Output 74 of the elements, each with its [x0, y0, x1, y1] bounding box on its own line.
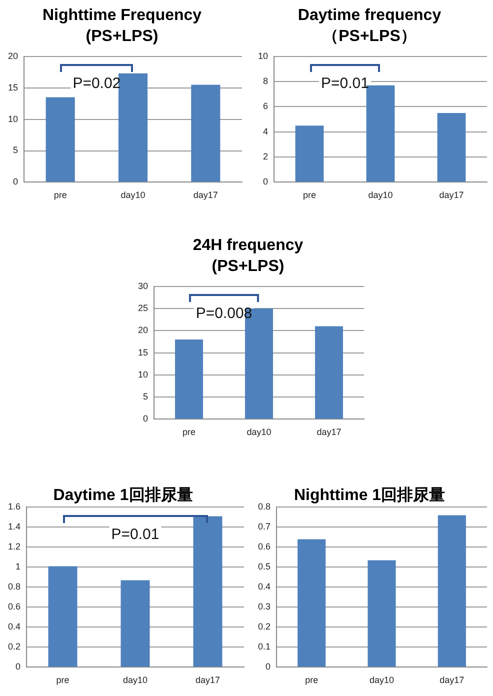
y-tick-label: 0.8 [8, 582, 21, 592]
y-tick-label: 30 [138, 280, 148, 291]
y-tick-label: 0.7 [258, 522, 271, 532]
y-tick-label: 0.6 [8, 602, 21, 612]
y-tick-label: 15 [138, 347, 148, 358]
y-tick-label: 1.2 [8, 542, 21, 552]
y-tick-label: 0.2 [8, 642, 21, 652]
chart-subtitle: (PS+LPS) [86, 28, 158, 46]
y-tick-label: 15 [8, 82, 18, 92]
annotation: P=0.01 [111, 526, 160, 543]
x-tick-label: day10 [120, 190, 146, 200]
x-tick-label: day17 [193, 190, 218, 200]
y-tick-label: 2 [262, 152, 268, 162]
y-tick-label: 10 [8, 114, 18, 124]
y-tick-label: 1 [15, 562, 21, 572]
bar [46, 97, 75, 182]
chart-title: 24H frequency [192, 237, 304, 254]
y-tick-label: 0.1 [258, 642, 271, 652]
bar [193, 516, 222, 667]
y-tick-label: 20 [8, 50, 18, 61]
x-tick-label: day17 [439, 190, 464, 200]
y-tick-label: 8 [262, 76, 268, 86]
y-tick-label: 10 [258, 50, 268, 61]
bar [191, 84, 220, 182]
bar [298, 539, 326, 667]
chart-title: Daytime 1回排尿量 [53, 486, 193, 504]
y-tick-label: 20 [138, 325, 148, 336]
y-tick-label: 0 [12, 176, 18, 187]
x-tick-label: day17 [316, 427, 342, 438]
y-tick-label: 25 [138, 303, 148, 314]
y-tick-label: 10 [138, 369, 148, 380]
y-tick-label: 5 [142, 392, 148, 402]
y-tick-label: 0.6 [258, 542, 271, 552]
x-tick-label: day10 [246, 427, 272, 438]
bar [315, 326, 343, 419]
chart-subtitle: （PS+LPS） [322, 28, 416, 46]
x-tick-label: day17 [195, 675, 220, 686]
chart-subtitle: (PS+LPS) [212, 258, 284, 276]
bar [120, 580, 150, 667]
y-tick-label: 4 [262, 126, 268, 136]
x-tick-label: pre [303, 190, 316, 200]
y-tick-label: 0 [142, 414, 148, 424]
bar [295, 126, 324, 182]
y-tick-label: 1.6 [8, 502, 21, 512]
x-tick-label: pre [56, 675, 70, 686]
x-tick-label: pre [54, 190, 67, 200]
y-tick-label: 0 [265, 662, 271, 672]
x-tick-label: day10 [369, 675, 394, 686]
bar [118, 73, 148, 182]
bar [368, 560, 396, 667]
x-tick-label: day10 [368, 190, 393, 200]
y-tick-label: 0.3 [258, 602, 271, 612]
x-tick-label: day10 [122, 675, 148, 686]
annotation: P=0.01 [321, 75, 369, 92]
bar [48, 566, 78, 667]
y-tick-label: 0.4 [258, 582, 271, 592]
y-tick-label: 0 [15, 662, 21, 672]
y-tick-label: 0.8 [258, 502, 271, 512]
y-tick-label: 0.5 [258, 562, 271, 572]
y-tick-label: 0.4 [8, 622, 21, 632]
chart-title: Nighttime 1回排尿量 [294, 486, 446, 504]
y-tick-label: 0.2 [258, 622, 271, 632]
y-tick-label: 0 [262, 176, 268, 187]
chart-title: Daytime frequency [298, 7, 442, 24]
y-tick-label: 5 [12, 145, 18, 156]
bar [175, 340, 204, 419]
x-tick-label: pre [182, 427, 196, 438]
x-tick-label: day17 [440, 675, 464, 686]
x-tick-label: pre [305, 675, 318, 686]
y-tick-label: 1.4 [8, 522, 21, 532]
bar [437, 113, 466, 182]
y-tick-label: 6 [262, 101, 268, 112]
chart-title: Nighttime Frequency [42, 7, 202, 24]
bar [438, 515, 466, 667]
